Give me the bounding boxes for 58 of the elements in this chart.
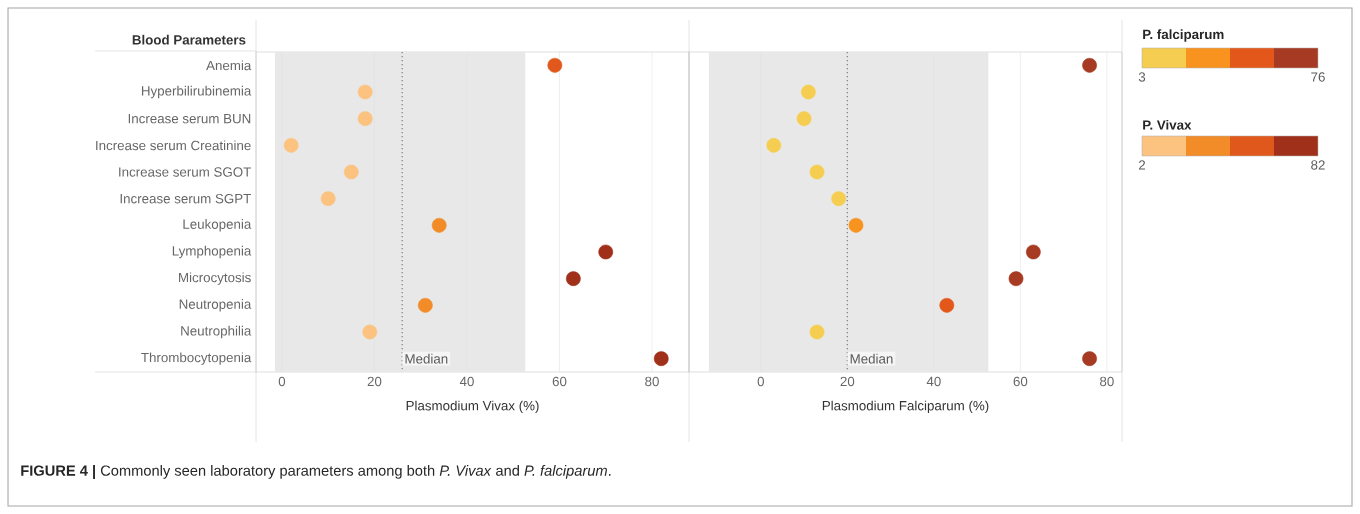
y-tick-label: Increase serum BUN (128, 114, 251, 124)
point (566, 271, 581, 286)
y-tick-label: Leukopenia (183, 219, 252, 232)
point (1082, 351, 1097, 366)
point (598, 244, 614, 260)
color-bar-label: 2 (1138, 160, 1146, 170)
point (796, 111, 812, 126)
point (939, 297, 955, 313)
point (357, 84, 373, 100)
point (653, 351, 669, 366)
y-tick-label: Increase serum SGPT (120, 193, 251, 204)
y-tick-label: Hyperbilirubinemia (141, 85, 252, 99)
ref-line-label: Median (405, 353, 448, 364)
point (343, 164, 359, 180)
point (809, 324, 825, 340)
point (320, 191, 336, 206)
point (283, 137, 299, 153)
y-tick-label: Increase serum SGOT (119, 167, 251, 177)
y-tick-label: Neutrophilia (181, 325, 252, 339)
x-axis-title: Plasmodium Falciparum (%) (822, 400, 989, 414)
point (848, 217, 864, 233)
y-tick-label: Neutropenia (179, 299, 252, 312)
point (801, 84, 816, 100)
color-bar-label: 82 (1311, 160, 1325, 170)
y-tick-label: Thrombocytopenia (141, 352, 252, 365)
color-bar-label: 76 (1311, 72, 1325, 82)
color-bar-title: P. falciparum (1143, 29, 1224, 42)
point (766, 137, 782, 153)
ref-line-label: Median (850, 353, 893, 364)
y-tick-label: Lymphopenia (172, 245, 252, 259)
point (417, 297, 433, 313)
point (1082, 57, 1097, 73)
y-axis-title: Blood Parameters (132, 34, 246, 45)
point (362, 324, 378, 340)
x-tick-label: 60 (1013, 376, 1028, 387)
x-tick-label: 20 (367, 376, 382, 387)
x-tick-label: 20 (840, 376, 855, 387)
x-tick-label: 0 (278, 376, 286, 387)
point (547, 57, 563, 73)
color-bar-label: 3 (1138, 72, 1146, 82)
point (357, 111, 373, 126)
x-tick-label: 0 (757, 376, 765, 387)
point (431, 217, 447, 233)
y-tick-label: Microcytosis (179, 272, 251, 285)
y-tick-label: Anemia (206, 60, 252, 71)
y-tick-label: Increase serum Creatinine (96, 140, 251, 151)
point (1008, 271, 1024, 286)
x-tick-label: 80 (1100, 376, 1114, 387)
x-axis-title: Plasmodium Vivax (%) (406, 400, 539, 414)
x-tick-label: 40 (459, 376, 474, 387)
point (831, 191, 847, 206)
color-bar-title: P. Vivax (1143, 119, 1192, 130)
point (1026, 244, 1041, 260)
x-tick-label: 60 (552, 376, 567, 387)
text: FIGURE 4 | Commonly seen laboratory parameters among both P. Vivax and P. falciparum. (21, 465, 611, 479)
x-tick-label: 40 (926, 376, 941, 387)
x-tick-label: 80 (645, 376, 659, 387)
point (809, 164, 825, 180)
